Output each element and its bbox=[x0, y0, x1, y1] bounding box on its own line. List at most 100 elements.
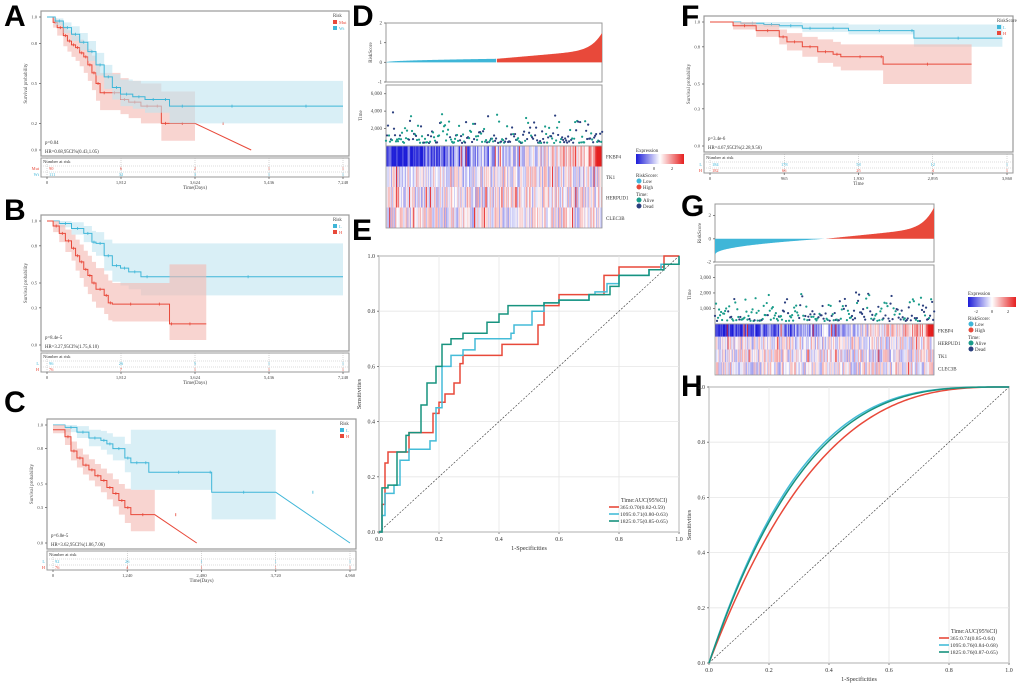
heatmap-cell bbox=[914, 349, 916, 363]
time-axis-label: Time bbox=[359, 110, 364, 121]
heatmap-cell bbox=[726, 336, 728, 350]
patient-dead-point bbox=[391, 111, 395, 114]
time-legend-label: Alive bbox=[643, 199, 655, 204]
heatmap-cell bbox=[749, 362, 751, 375]
heatmap-cell bbox=[597, 187, 599, 208]
heatmap-cell bbox=[724, 324, 726, 337]
heatmap-cell bbox=[410, 207, 412, 228]
heatmap-cell bbox=[889, 349, 891, 363]
patient-alive-point bbox=[573, 137, 576, 140]
patient-alive-point bbox=[439, 121, 443, 124]
heatmap-cell bbox=[917, 362, 920, 375]
time-tick-label: 1,000 bbox=[700, 307, 712, 312]
heatmap-cell bbox=[914, 362, 916, 375]
patient-dead-point bbox=[593, 136, 596, 139]
heatmap-cell bbox=[560, 187, 562, 208]
heatmap-cell bbox=[444, 166, 446, 187]
heatmap-cell bbox=[879, 349, 881, 363]
heatmap-cell bbox=[747, 324, 749, 337]
heatmap-cell bbox=[791, 362, 793, 375]
heatmap-cell bbox=[412, 207, 414, 228]
patient-alive-point bbox=[457, 124, 461, 127]
heatmap-cell bbox=[779, 362, 781, 375]
heatmap-cell bbox=[449, 146, 451, 167]
patient-alive-point bbox=[791, 314, 794, 317]
heatmap-cell bbox=[458, 146, 460, 167]
patient-alive-point bbox=[840, 308, 843, 311]
heatmap-cell bbox=[596, 207, 598, 228]
heatmap-cell bbox=[805, 324, 808, 337]
heatmap-cell bbox=[729, 362, 731, 375]
patient-dead-point bbox=[536, 139, 539, 142]
heatmap-cell bbox=[856, 362, 858, 375]
roc-curve-1095 bbox=[379, 258, 680, 533]
heatmap-cell bbox=[763, 349, 765, 363]
heatmap-cell bbox=[543, 146, 545, 167]
heatmap-cell bbox=[720, 336, 723, 350]
patient-dead-point bbox=[864, 318, 867, 321]
patient-alive-point bbox=[403, 127, 407, 130]
hazard-ratio-text: HR=3.27,95CI%(1.75,6.10) bbox=[45, 345, 99, 350]
heatmap-cell bbox=[590, 166, 592, 187]
patient-alive-point bbox=[551, 137, 554, 140]
heatmap-cell bbox=[784, 349, 787, 363]
heatmap-cell bbox=[417, 207, 419, 228]
risk-table-title: Number at risk bbox=[43, 159, 71, 164]
patient-alive-point bbox=[483, 140, 487, 143]
heatmap-cell bbox=[853, 324, 856, 337]
heatmap-cell bbox=[719, 362, 721, 375]
heatmap-cell bbox=[809, 362, 811, 375]
heatmap-cell bbox=[458, 187, 460, 208]
patient-alive-point bbox=[802, 314, 805, 317]
heatmap-cell bbox=[775, 336, 777, 350]
heatmap-cell bbox=[534, 166, 536, 187]
patient-dead-point bbox=[884, 314, 887, 317]
heatmap-cell bbox=[773, 349, 776, 363]
y-tick-label: 0.8 bbox=[31, 41, 37, 46]
heatmap-cell bbox=[891, 324, 894, 337]
heatmap-cell bbox=[525, 146, 527, 167]
heatmap-cell bbox=[893, 362, 895, 375]
patient-alive-point bbox=[773, 314, 776, 317]
y-tick-label: 0.3 bbox=[694, 106, 700, 111]
heatmap-cell bbox=[812, 324, 814, 337]
risk-table-group-label: H bbox=[36, 367, 40, 372]
heatmap-cell bbox=[570, 146, 572, 167]
heatmap-cell bbox=[816, 324, 818, 337]
riskscore-legend-title: RiskScore: bbox=[636, 174, 658, 179]
heatmap-cell bbox=[866, 336, 868, 350]
patient-dead-point bbox=[798, 316, 801, 320]
heatmap-cell bbox=[437, 187, 439, 208]
heatmap-cell bbox=[834, 349, 836, 363]
heatmap-cell bbox=[592, 146, 594, 167]
heatmap-cell bbox=[582, 187, 584, 208]
heatmap-cell bbox=[873, 324, 875, 337]
heatmap-cell bbox=[390, 146, 392, 167]
heatmap-cell bbox=[727, 349, 729, 363]
heatmap-cell bbox=[560, 166, 562, 187]
y-axis-label: Sensitivities bbox=[356, 378, 363, 409]
heatmap-cell bbox=[440, 146, 442, 167]
heatmap-cell bbox=[879, 324, 881, 337]
heatmap-cell bbox=[835, 362, 837, 375]
patient-alive-point bbox=[453, 137, 457, 140]
patient-alive-point bbox=[762, 304, 765, 307]
heatmap-cell bbox=[523, 187, 525, 208]
heatmap-cell bbox=[887, 324, 889, 337]
heatmap-cell bbox=[840, 362, 842, 375]
patient-dead-point bbox=[534, 134, 537, 137]
heatmap-cell bbox=[444, 166, 447, 187]
patient-dead-point bbox=[922, 310, 926, 313]
heatmap-cell bbox=[839, 324, 841, 337]
heatmap-cell bbox=[832, 362, 835, 375]
heatmap-cell bbox=[440, 146, 442, 167]
heatmap-cell bbox=[927, 336, 929, 350]
heatmap-cell bbox=[847, 336, 849, 350]
heatmap-cell bbox=[479, 146, 481, 167]
heatmap-cell bbox=[822, 324, 824, 337]
heatmap-cell bbox=[559, 166, 561, 187]
heatmap-cell bbox=[919, 324, 921, 337]
heatmap-cell bbox=[425, 187, 427, 208]
time-frame bbox=[385, 84, 603, 147]
at-risk-count: 58 bbox=[856, 162, 861, 167]
